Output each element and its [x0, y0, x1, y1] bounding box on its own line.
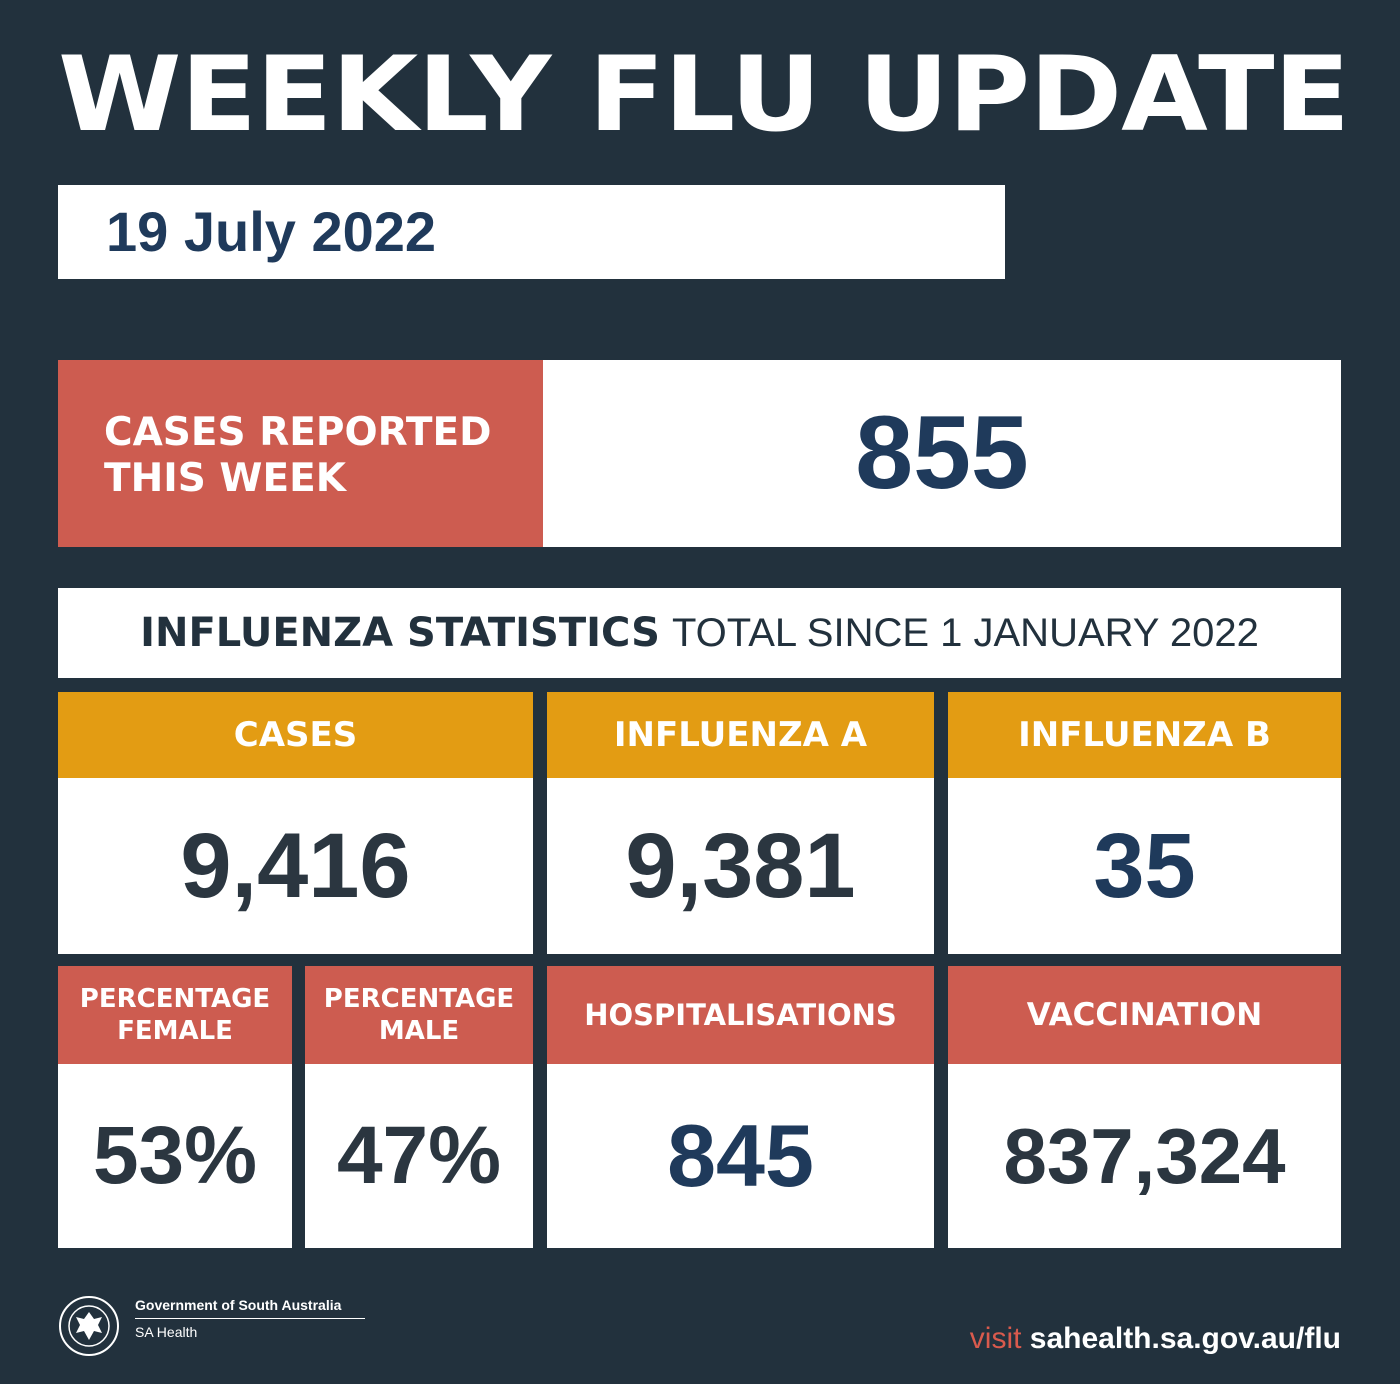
- visit-prefix: visit: [969, 1322, 1022, 1355]
- hospitalisations-header: HOSPITALISATIONS: [547, 966, 934, 1064]
- percentage-male-header-line2: MALE: [378, 1016, 460, 1046]
- influenza-b-header: INFLUENZA B: [948, 692, 1341, 778]
- percentage-male-header-line1: PERCENTAGE: [323, 984, 515, 1014]
- update-date: 19 July 2022: [58, 185, 1005, 279]
- percentage-female-value: 53%: [58, 1064, 292, 1248]
- weekly-cases-label: CASES REPORTED THIS WEEK: [58, 360, 543, 547]
- influenza-b-value: 35: [948, 778, 1341, 954]
- page-title: WEEKLY FLU UPDATE: [58, 35, 1350, 155]
- cases-value: 9,416: [58, 778, 533, 954]
- percentage-female-header-line1: PERCENTAGE: [79, 984, 271, 1014]
- visit-url[interactable]: sahealth.sa.gov.au/flu: [1029, 1322, 1341, 1355]
- weekly-cases-label-line1: CASES REPORTED: [104, 410, 492, 455]
- weekly-cases-label-line2: THIS WEEK: [104, 456, 346, 501]
- sa-government-crest-icon: [58, 1295, 120, 1357]
- cases-header: CASES: [58, 692, 533, 778]
- influenza-a-header: INFLUENZA A: [547, 692, 934, 778]
- weekly-cases-value: 855: [543, 360, 1341, 547]
- hospitalisations-value: 845: [547, 1064, 934, 1248]
- percentage-female-header: PERCENTAGE FEMALE: [58, 966, 292, 1064]
- percentage-female-header-line2: FEMALE: [117, 1016, 233, 1046]
- visit-link[interactable]: visit sahealth.sa.gov.au/flu: [900, 1322, 1341, 1356]
- vaccination-value: 837,324: [948, 1064, 1341, 1248]
- influenza-a-value: 9,381: [547, 778, 934, 954]
- department-name: SA Health: [135, 1324, 198, 1340]
- statistics-heading: INFLUENZA STATISTICS TOTAL SINCE 1 JANUAR…: [58, 588, 1341, 678]
- statistics-heading-period: TOTAL SINCE 1 JANUARY 2022: [671, 611, 1259, 655]
- percentage-male-value: 47%: [305, 1064, 533, 1248]
- vaccination-header: VACCINATION: [948, 966, 1341, 1064]
- statistics-heading-bold: INFLUENZA STATISTICS: [140, 610, 660, 656]
- government-name: Government of South Australia: [135, 1297, 365, 1319]
- percentage-male-header: PERCENTAGE MALE: [305, 966, 533, 1064]
